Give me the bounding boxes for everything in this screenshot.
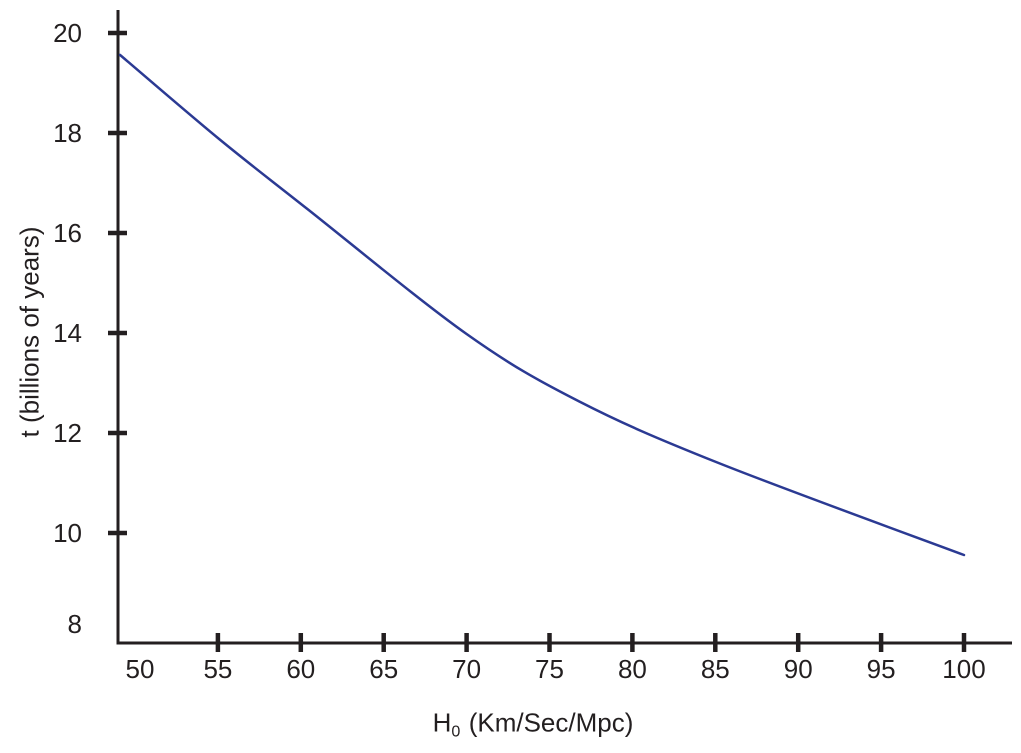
y-tick-label: 8 [68,609,82,639]
y-axis-title-text: t (billions of years) [14,226,45,438]
y-axis-title: t (billions of years) [15,227,46,438]
y-tick-label: 20 [53,18,82,48]
x-tick-label: 90 [784,654,813,684]
y-tick-label: 14 [53,318,82,348]
x-tick-label: 80 [618,654,647,684]
y-tick-label: 16 [53,218,82,248]
x-tick-label: 85 [701,654,730,684]
x-axis-title: H0 (Km/Sec/Mpc) [432,707,634,741]
x-tick-label: 70 [452,654,481,684]
x-tick-label: 100 [942,654,985,684]
x-axis-title-units: (Km/Sec/Mpc) [468,707,634,738]
x-axis-title-subscript: 0 [451,722,461,740]
x-tick-label: 95 [867,654,896,684]
y-tick-label: 12 [53,418,82,448]
y-tick-label: 10 [53,518,82,548]
age-vs-hubble-curve [118,53,966,557]
y-tick-label: 18 [53,118,82,148]
x-tick-label: 65 [369,654,398,684]
x-tick-label: 75 [535,654,564,684]
axes-line [116,10,1012,645]
x-tick-label: 60 [286,654,315,684]
x-tick-label: 50 [126,654,155,684]
x-axis-title-base: H [432,707,452,738]
x-tick-label: 55 [203,654,232,684]
